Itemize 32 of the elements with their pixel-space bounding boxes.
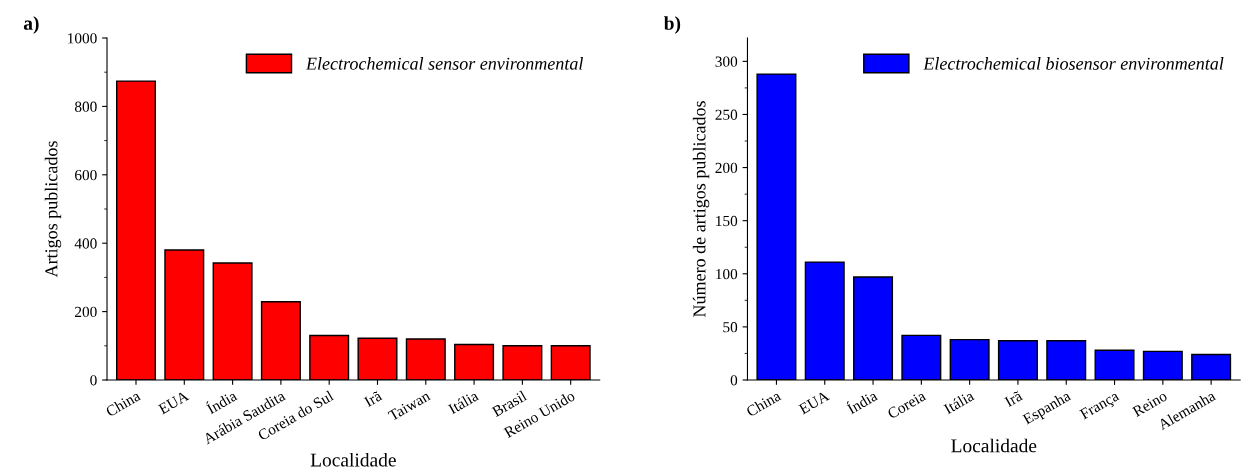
x-tick-label: China xyxy=(104,389,142,417)
y-tick-label: 600 xyxy=(75,169,97,181)
x-tick-label: China xyxy=(745,389,782,417)
x-tick-label: Itália xyxy=(942,389,975,415)
x-tick-label: Irã xyxy=(1003,390,1024,408)
y-tick-label: 0 xyxy=(90,375,97,386)
legend-label: Electrochemical sensor environmental xyxy=(305,57,584,70)
y-tick-label: 100 xyxy=(716,268,738,280)
x-axis-title: Localidade xyxy=(310,452,396,467)
y-tick-label: 1000 xyxy=(68,33,97,44)
y-axis-title: Número de artigos publicados xyxy=(692,101,710,318)
y-tick-label: 800 xyxy=(74,101,97,112)
y-tick-label: 400 xyxy=(74,238,97,249)
chart-title: a) xyxy=(23,16,39,34)
x-tick-label: Coreia xyxy=(886,390,927,420)
x-tick-label: Índia xyxy=(204,387,238,415)
y-tick-label: 50 xyxy=(723,322,738,333)
y-tick-label: 0 xyxy=(730,375,738,386)
x-tick-label: EUA xyxy=(157,390,190,415)
y-tick-label: 200 xyxy=(75,306,97,318)
y-axis-title: Artigos publicados xyxy=(44,141,62,278)
x-tick-label: Itália xyxy=(447,389,480,415)
legend-label: Electrochemical biosensor environmental xyxy=(923,57,1224,70)
y-tick-label: 200 xyxy=(715,162,738,174)
chart-title: b) xyxy=(663,16,681,34)
x-tick-label: Irã xyxy=(363,390,383,408)
y-tick-label: 300 xyxy=(715,56,738,67)
x-axis-title: Localidade xyxy=(951,438,1037,453)
x-tick-label: Índia xyxy=(845,387,879,415)
y-tick-label: 250 xyxy=(715,109,738,120)
x-tick-label: EUA xyxy=(798,390,831,415)
y-tick-label: 150 xyxy=(716,215,738,227)
